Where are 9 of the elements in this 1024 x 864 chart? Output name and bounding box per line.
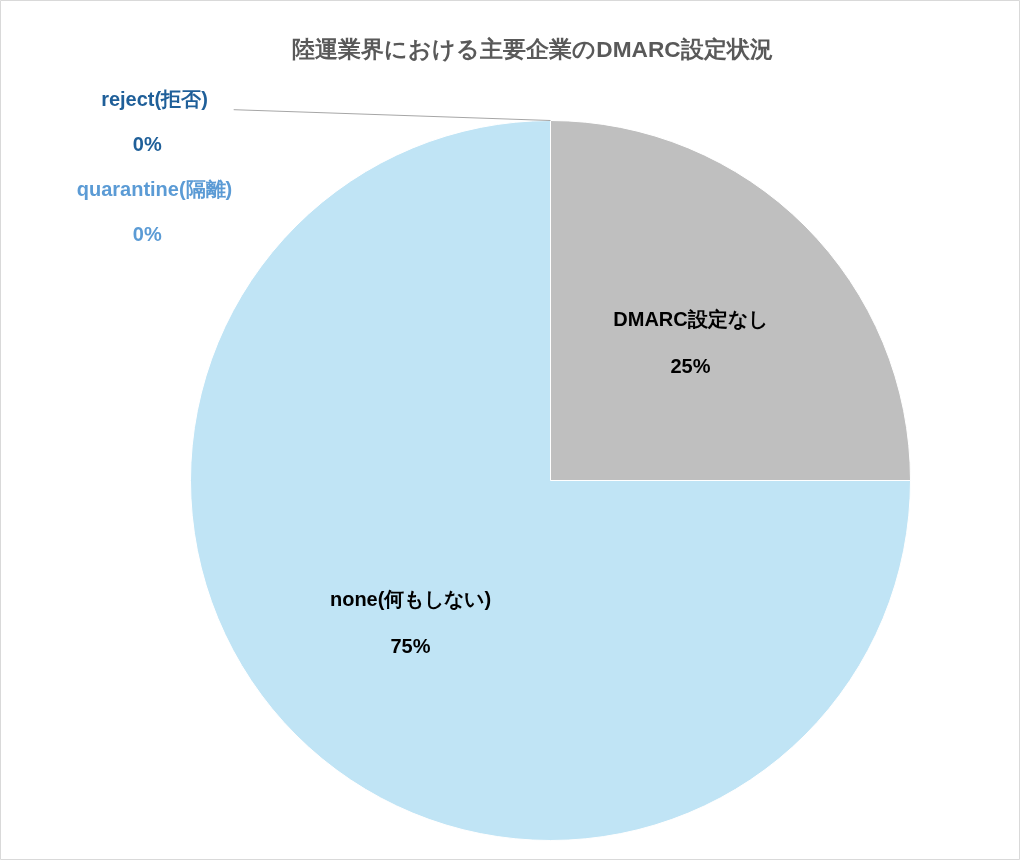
data-label: 75%: [390, 634, 431, 657]
category-label: quarantine(隔離): [76, 177, 233, 200]
slice-label: none(何もしない): [329, 587, 492, 610]
data-label: 25%: [670, 354, 711, 377]
text: 0%: [132, 222, 162, 245]
category-label: reject(拒否): [101, 87, 208, 110]
text: 0%: [132, 132, 162, 155]
slice-label: DMARC設定なし: [613, 307, 768, 330]
chart-title: 陸運業界における主要企業のDMARC設定状況: [292, 35, 773, 62]
